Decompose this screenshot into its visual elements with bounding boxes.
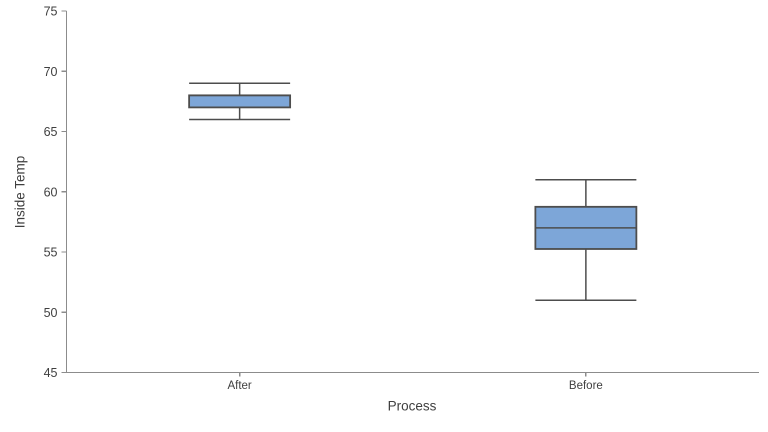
y-axis-tick-label: 55: [44, 246, 58, 260]
y-axis-tick-label: 70: [44, 65, 58, 79]
y-axis-tick-label: 50: [44, 306, 58, 320]
y-axis-tick-label: 45: [44, 366, 58, 380]
y-axis-tick-label: 60: [44, 185, 58, 199]
box-rect-after: [188, 94, 292, 109]
y-axis-tick-label: 75: [44, 5, 58, 19]
x-category-label: Before: [569, 380, 603, 392]
x-axis-title: Process: [387, 398, 437, 414]
y-axis-title: Inside Temp: [12, 155, 28, 229]
y-axis-tick-label: 65: [44, 125, 58, 139]
x-category-label: After: [227, 380, 251, 392]
